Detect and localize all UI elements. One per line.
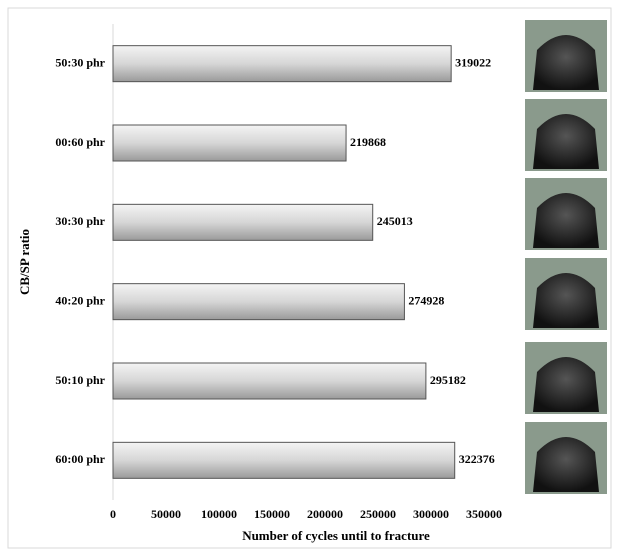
data-label: 245013	[377, 214, 413, 228]
x-tick-label: 250000	[360, 507, 396, 521]
data-label: 219868	[350, 135, 386, 149]
bar	[113, 125, 346, 161]
data-label: 295182	[430, 373, 466, 387]
x-tick-label: 50000	[151, 507, 181, 521]
y-tick-label: 60:00 phr	[55, 452, 105, 466]
y-tick-label: 30:30 phr	[55, 214, 105, 228]
sample-photo	[525, 342, 607, 414]
data-label: 319022	[455, 55, 491, 69]
sample-photo	[525, 258, 607, 330]
x-tick-label: 100000	[201, 507, 237, 521]
y-tick-label: 40:20 phr	[55, 293, 105, 307]
data-label: 274928	[408, 293, 444, 307]
chart: Number of cycles until to fracture CB/SP…	[0, 0, 617, 553]
x-axis-title: Number of cycles until to fracture	[242, 528, 430, 543]
bar	[113, 442, 455, 478]
bar	[113, 284, 404, 320]
x-tick-label: 300000	[413, 507, 449, 521]
x-tick-label: 0	[110, 507, 116, 521]
sample-photo	[525, 422, 607, 494]
y-tick-label: 50:30 phr	[55, 55, 105, 69]
y-tick-label: 00:60 phr	[55, 135, 105, 149]
y-tick-label: 50:10 phr	[55, 373, 105, 387]
data-label: 322376	[459, 452, 495, 466]
sample-photo	[525, 20, 607, 92]
x-tick-label: 200000	[307, 507, 343, 521]
sample-photo	[525, 178, 607, 250]
sample-photo	[525, 99, 607, 171]
page: {"chart_data": {"type": "bar", "orientat…	[0, 0, 617, 553]
x-tick-label: 150000	[254, 507, 290, 521]
bar	[113, 363, 426, 399]
bar	[113, 46, 451, 82]
bar	[113, 204, 373, 240]
x-tick-label: 350000	[466, 507, 502, 521]
y-axis-title: CB/SP ratio	[17, 229, 32, 295]
